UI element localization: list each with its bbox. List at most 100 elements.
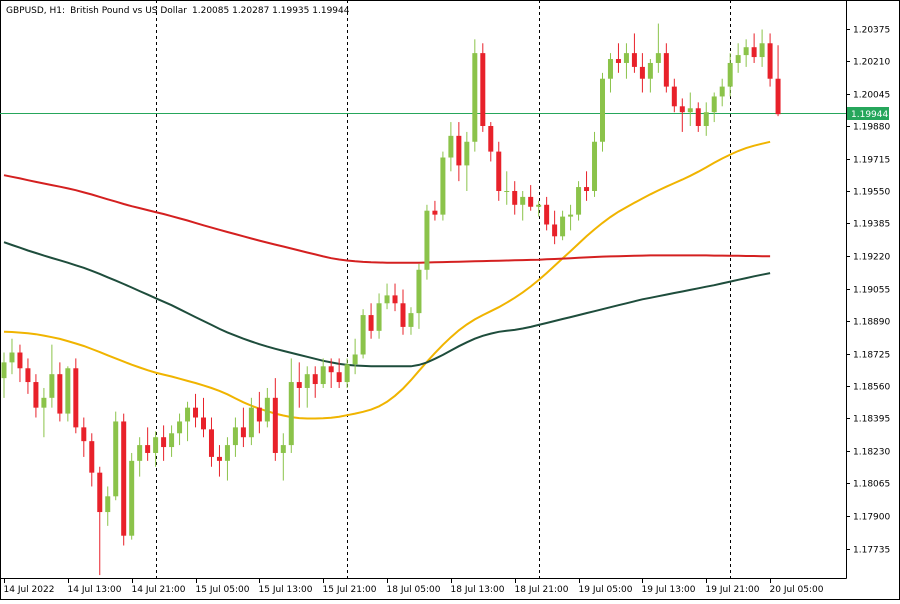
candle-body xyxy=(536,204,542,207)
candle-36 xyxy=(288,358,294,453)
candle-37 xyxy=(296,362,302,408)
candle-body xyxy=(177,421,183,434)
candle-8 xyxy=(65,366,71,422)
candle-body xyxy=(264,397,270,422)
candle-body xyxy=(232,427,238,446)
candle-body xyxy=(464,141,470,166)
price-tick-label: 1.18560 xyxy=(853,383,890,393)
candlesticks xyxy=(1,23,781,576)
candle-33 xyxy=(264,387,270,428)
candle-93 xyxy=(743,39,749,67)
candle-69 xyxy=(552,210,558,245)
price-tick-label: 1.20375 xyxy=(853,26,890,36)
candle-42 xyxy=(336,358,342,388)
candle-64 xyxy=(512,181,518,215)
time-tick-label: 15 Jul 21:00 xyxy=(323,585,377,595)
candle-17 xyxy=(137,437,143,477)
candle-body xyxy=(248,407,254,438)
candle-77 xyxy=(615,43,621,73)
candle-body xyxy=(41,397,47,408)
candle-body xyxy=(256,407,262,422)
candle-body xyxy=(25,368,31,383)
candle-21 xyxy=(169,425,175,457)
candle-body xyxy=(224,445,230,461)
candle-66 xyxy=(528,185,534,211)
price-tick-label: 1.17735 xyxy=(853,546,890,556)
candle-88 xyxy=(703,102,709,136)
candle-body xyxy=(584,187,590,191)
candle-body xyxy=(480,53,486,126)
candle-body xyxy=(81,427,87,442)
candle-70 xyxy=(560,210,566,241)
candle-20 xyxy=(161,425,167,461)
candle-45 xyxy=(360,309,366,359)
candle-body xyxy=(169,433,175,448)
price-tick-label: 1.18725 xyxy=(853,351,890,361)
candle-body xyxy=(703,112,709,126)
candle-body xyxy=(528,196,534,207)
candle-body xyxy=(201,417,206,430)
time-tick-label: 19 Jul 05:00 xyxy=(579,585,633,595)
candle-76 xyxy=(607,53,613,93)
moving-averages xyxy=(3,140,771,420)
candle-31 xyxy=(248,397,254,446)
candle-30 xyxy=(240,407,246,448)
candle-body xyxy=(520,196,526,205)
candle-39 xyxy=(312,366,318,398)
candle-15 xyxy=(121,413,127,546)
candle-body xyxy=(137,445,143,461)
candle-body xyxy=(312,374,318,385)
candle-60 xyxy=(480,43,486,132)
candle-body xyxy=(695,108,701,126)
candle-body xyxy=(592,141,598,191)
candle-body xyxy=(129,460,135,536)
price-tick-label: 1.19385 xyxy=(853,220,890,230)
candle-body xyxy=(344,364,350,383)
candle-body xyxy=(280,445,286,453)
candle-body xyxy=(336,372,342,383)
candle-body xyxy=(711,96,717,113)
moving-average-line-1 xyxy=(3,241,771,368)
candle-72 xyxy=(576,181,582,221)
time-tick-label: 14 Jul 2022 xyxy=(4,585,55,595)
candle-7 xyxy=(57,362,63,422)
candle-body xyxy=(743,47,749,56)
candle-27 xyxy=(216,445,222,477)
candle-body xyxy=(153,437,159,453)
time-tick-label: 14 Jul 13:00 xyxy=(68,585,122,595)
candle-23 xyxy=(185,401,191,442)
candle-body xyxy=(33,382,39,408)
candle-body xyxy=(671,86,677,107)
price-tick-label: 1.20210 xyxy=(853,58,890,68)
candle-47 xyxy=(376,293,382,339)
candle-body xyxy=(73,368,79,428)
candle-63 xyxy=(504,171,510,205)
candle-body xyxy=(735,55,741,63)
candle-body xyxy=(496,151,502,191)
price-tick-label: 1.18890 xyxy=(853,318,890,328)
candle-body xyxy=(216,456,222,461)
candle-26 xyxy=(208,417,214,467)
candle-35 xyxy=(280,433,286,481)
candle-body xyxy=(368,315,374,331)
candle-5 xyxy=(41,387,47,438)
candle-2 xyxy=(17,344,23,383)
candle-89 xyxy=(711,92,717,123)
candle-body xyxy=(145,445,151,453)
candle-24 xyxy=(193,393,199,428)
candle-32 xyxy=(256,391,262,434)
candle-29 xyxy=(232,417,238,457)
candle-body xyxy=(576,187,582,215)
time-tick-label: 18 Jul 21:00 xyxy=(515,585,569,595)
candle-55 xyxy=(440,151,446,221)
candle-body xyxy=(105,496,111,513)
candle-65 xyxy=(520,191,526,221)
candle-body xyxy=(240,427,246,438)
candle-16 xyxy=(129,452,135,540)
candle-body xyxy=(113,421,119,497)
candle-body xyxy=(448,135,454,158)
candle-67 xyxy=(536,200,542,217)
price-tick-label: 1.18230 xyxy=(853,448,890,458)
